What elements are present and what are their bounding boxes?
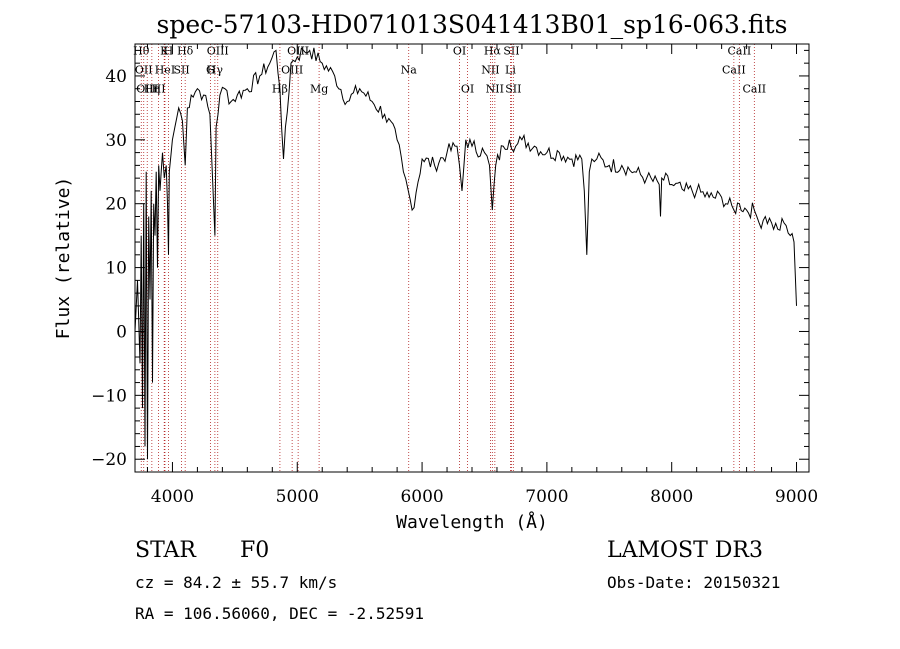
axis-ticks: 4000 5000 6000 7000 8000 9000 −20 −10 0 10 20 30 40 (91, 44, 818, 507)
line-marker-label: HeI (155, 64, 175, 77)
line-marker-label: H (164, 44, 174, 57)
line-marker-label: Hθ (133, 44, 150, 57)
obs-date: Obs-Date: 20150321 (607, 573, 781, 592)
line-marker-label: Hη (144, 83, 160, 96)
object-class: STAR (135, 538, 196, 563)
line-marker-label: OIII (287, 44, 309, 57)
x-axis-label: Wavelength (Å) (396, 511, 548, 533)
line-markers: HθOIIOIIIHηHIKHeIHSIIHδGHγOIIIHβOIIIOIII… (133, 44, 766, 472)
line-marker-label: SII (173, 64, 189, 77)
spectral-subclass: F0 (240, 538, 270, 563)
line-marker-label: G (206, 64, 215, 77)
x-tick-label: 6000 (400, 487, 443, 507)
redshift-readout: cz = 84.2 ± 55.7 km/s (135, 573, 338, 592)
line-marker-label: OI (453, 44, 466, 57)
y-tick-label: 40 (105, 67, 127, 87)
line-marker-label: OIII (136, 83, 158, 96)
x-tick-label: 5000 (276, 487, 319, 507)
survey-name: LAMOST DR3 (607, 538, 763, 563)
line-marker-label: CaII (728, 44, 752, 57)
line-marker-label: OIII (207, 44, 229, 57)
line-marker-label: HI (152, 83, 166, 96)
x-tick-label: 9000 (775, 487, 818, 507)
y-tick-label: 20 (105, 195, 127, 215)
line-marker-label: Li (505, 64, 516, 77)
x-tick-label: 4000 (151, 487, 194, 507)
line-marker-label: NII (486, 83, 504, 96)
line-marker-label: Na (401, 64, 418, 77)
line-marker-label: Hα (484, 44, 502, 57)
chart-title: spec-57103-HD071013S041413B01_sp16-063.f… (157, 10, 788, 39)
line-marker-label: Hγ (207, 64, 224, 77)
y-tick-label: 10 (105, 259, 127, 279)
y-tick-label: 30 (105, 131, 127, 151)
y-tick-label: −20 (91, 450, 127, 470)
y-axis-label: Flux (relative) (53, 177, 74, 340)
line-marker-label: Mg (310, 83, 328, 96)
line-marker-label: NII (481, 64, 499, 77)
line-marker-label: CaII (722, 64, 746, 77)
plot-frame (134, 43, 810, 473)
y-tick-label: −10 (91, 386, 127, 406)
spectrum-line (134, 47, 797, 460)
line-marker-label: SII (503, 44, 519, 57)
line-marker-label: OI (461, 83, 474, 96)
y-tick-label: 0 (116, 322, 127, 342)
line-marker-label: OIII (281, 64, 303, 77)
line-marker-label: CaII (742, 83, 766, 96)
line-marker-label: Hδ (177, 44, 194, 57)
coordinates-readout: RA = 106.56060, DEC = -2.52591 (135, 604, 424, 623)
line-marker-label: SII (505, 83, 521, 96)
x-tick-label: 8000 (650, 487, 693, 507)
x-tick-label: 7000 (525, 487, 568, 507)
line-marker-label: OII (135, 64, 153, 77)
